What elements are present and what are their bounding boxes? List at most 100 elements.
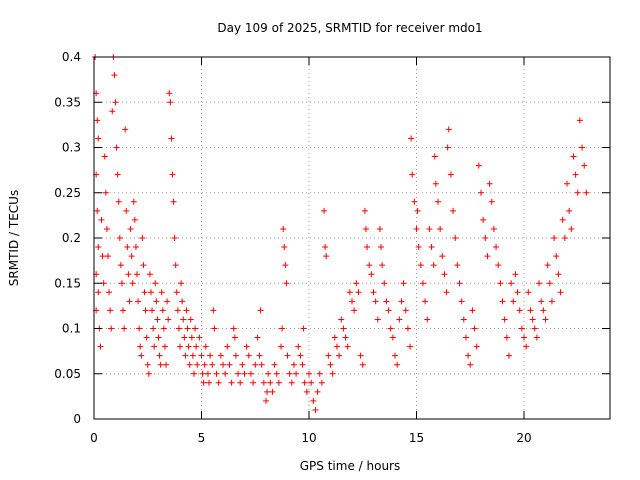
data-point (579, 144, 586, 151)
data-point (444, 144, 451, 151)
data-point (310, 397, 317, 404)
data-point (282, 262, 289, 269)
data-point (533, 334, 540, 341)
data-point (155, 334, 162, 341)
data-point (99, 253, 106, 260)
data-point (366, 262, 373, 269)
data-point (217, 352, 224, 359)
data-point (488, 198, 495, 205)
data-point (402, 307, 409, 314)
data-point (525, 289, 532, 296)
data-point (583, 189, 590, 196)
data-point (394, 361, 401, 368)
data-point (480, 216, 487, 223)
data-point (198, 352, 205, 359)
data-point (536, 280, 543, 287)
data-point (243, 343, 250, 350)
data-point (187, 316, 194, 323)
data-point (192, 325, 199, 332)
data-point (175, 325, 182, 332)
data-point (362, 225, 369, 232)
data-point (512, 271, 519, 278)
data-point (224, 343, 231, 350)
data-point (101, 153, 108, 160)
data-point (199, 370, 206, 377)
data-point (204, 370, 211, 377)
data-point (168, 135, 175, 142)
data-point (297, 352, 304, 359)
data-point (158, 289, 165, 296)
data-point (323, 253, 330, 260)
y-axis-label: SRMTID / TECUs (7, 190, 21, 286)
data-point (196, 334, 203, 341)
data-point (566, 207, 573, 214)
data-point (193, 343, 200, 350)
data-point (432, 180, 439, 187)
data-point (422, 298, 429, 305)
data-point (415, 244, 422, 251)
data-point (392, 352, 398, 359)
data-point (576, 117, 583, 124)
data-point (368, 271, 375, 278)
data-point (336, 352, 343, 359)
data-point (346, 289, 353, 296)
data-point (408, 135, 415, 142)
data-point (471, 325, 478, 332)
data-point (222, 370, 229, 377)
data-point (501, 316, 508, 323)
data-point (241, 370, 248, 377)
data-point (149, 307, 156, 314)
data-point (499, 298, 506, 305)
data-point (141, 289, 148, 296)
data-point (228, 379, 235, 386)
data-point (411, 198, 418, 205)
data-point (514, 289, 521, 296)
data-point (137, 343, 144, 350)
data-point (134, 271, 140, 278)
data-point (374, 316, 381, 323)
data-point (555, 271, 562, 278)
data-point (542, 316, 549, 323)
data-point (379, 262, 386, 269)
data-point (183, 307, 190, 314)
data-point (387, 325, 394, 332)
data-point (288, 379, 295, 386)
data-point (301, 379, 308, 386)
grid-lines (94, 57, 610, 419)
data-point (154, 316, 161, 323)
data-point (527, 307, 534, 314)
data-point (235, 370, 242, 377)
data-point (173, 289, 180, 296)
data-point (138, 352, 145, 359)
data-point (111, 72, 118, 79)
data-point (115, 198, 122, 205)
data-point (312, 406, 319, 413)
data-point (185, 343, 192, 350)
y-tick-label: 0.1 (62, 322, 81, 336)
y-tick-label: 0.35 (54, 95, 81, 109)
data-point (333, 343, 340, 350)
x-tick-label: 20 (516, 431, 531, 445)
data-point (505, 352, 512, 359)
data-point (544, 262, 551, 269)
y-tick-label: 0.4 (62, 50, 81, 64)
data-point (150, 325, 157, 332)
data-point (226, 361, 233, 368)
data-point (151, 343, 158, 350)
data-point (258, 361, 265, 368)
data-point (120, 307, 127, 314)
data-point (306, 370, 312, 377)
data-point (209, 361, 216, 368)
data-point (521, 334, 527, 341)
data-point (435, 198, 441, 205)
data-point (538, 298, 545, 305)
data-point (161, 343, 168, 350)
data-point (439, 253, 446, 260)
data-point (478, 189, 484, 196)
data-point (178, 280, 185, 287)
data-point (445, 126, 452, 133)
data-point (290, 361, 297, 368)
data-point (452, 235, 459, 241)
data-point (179, 298, 186, 305)
data-point (482, 235, 489, 241)
